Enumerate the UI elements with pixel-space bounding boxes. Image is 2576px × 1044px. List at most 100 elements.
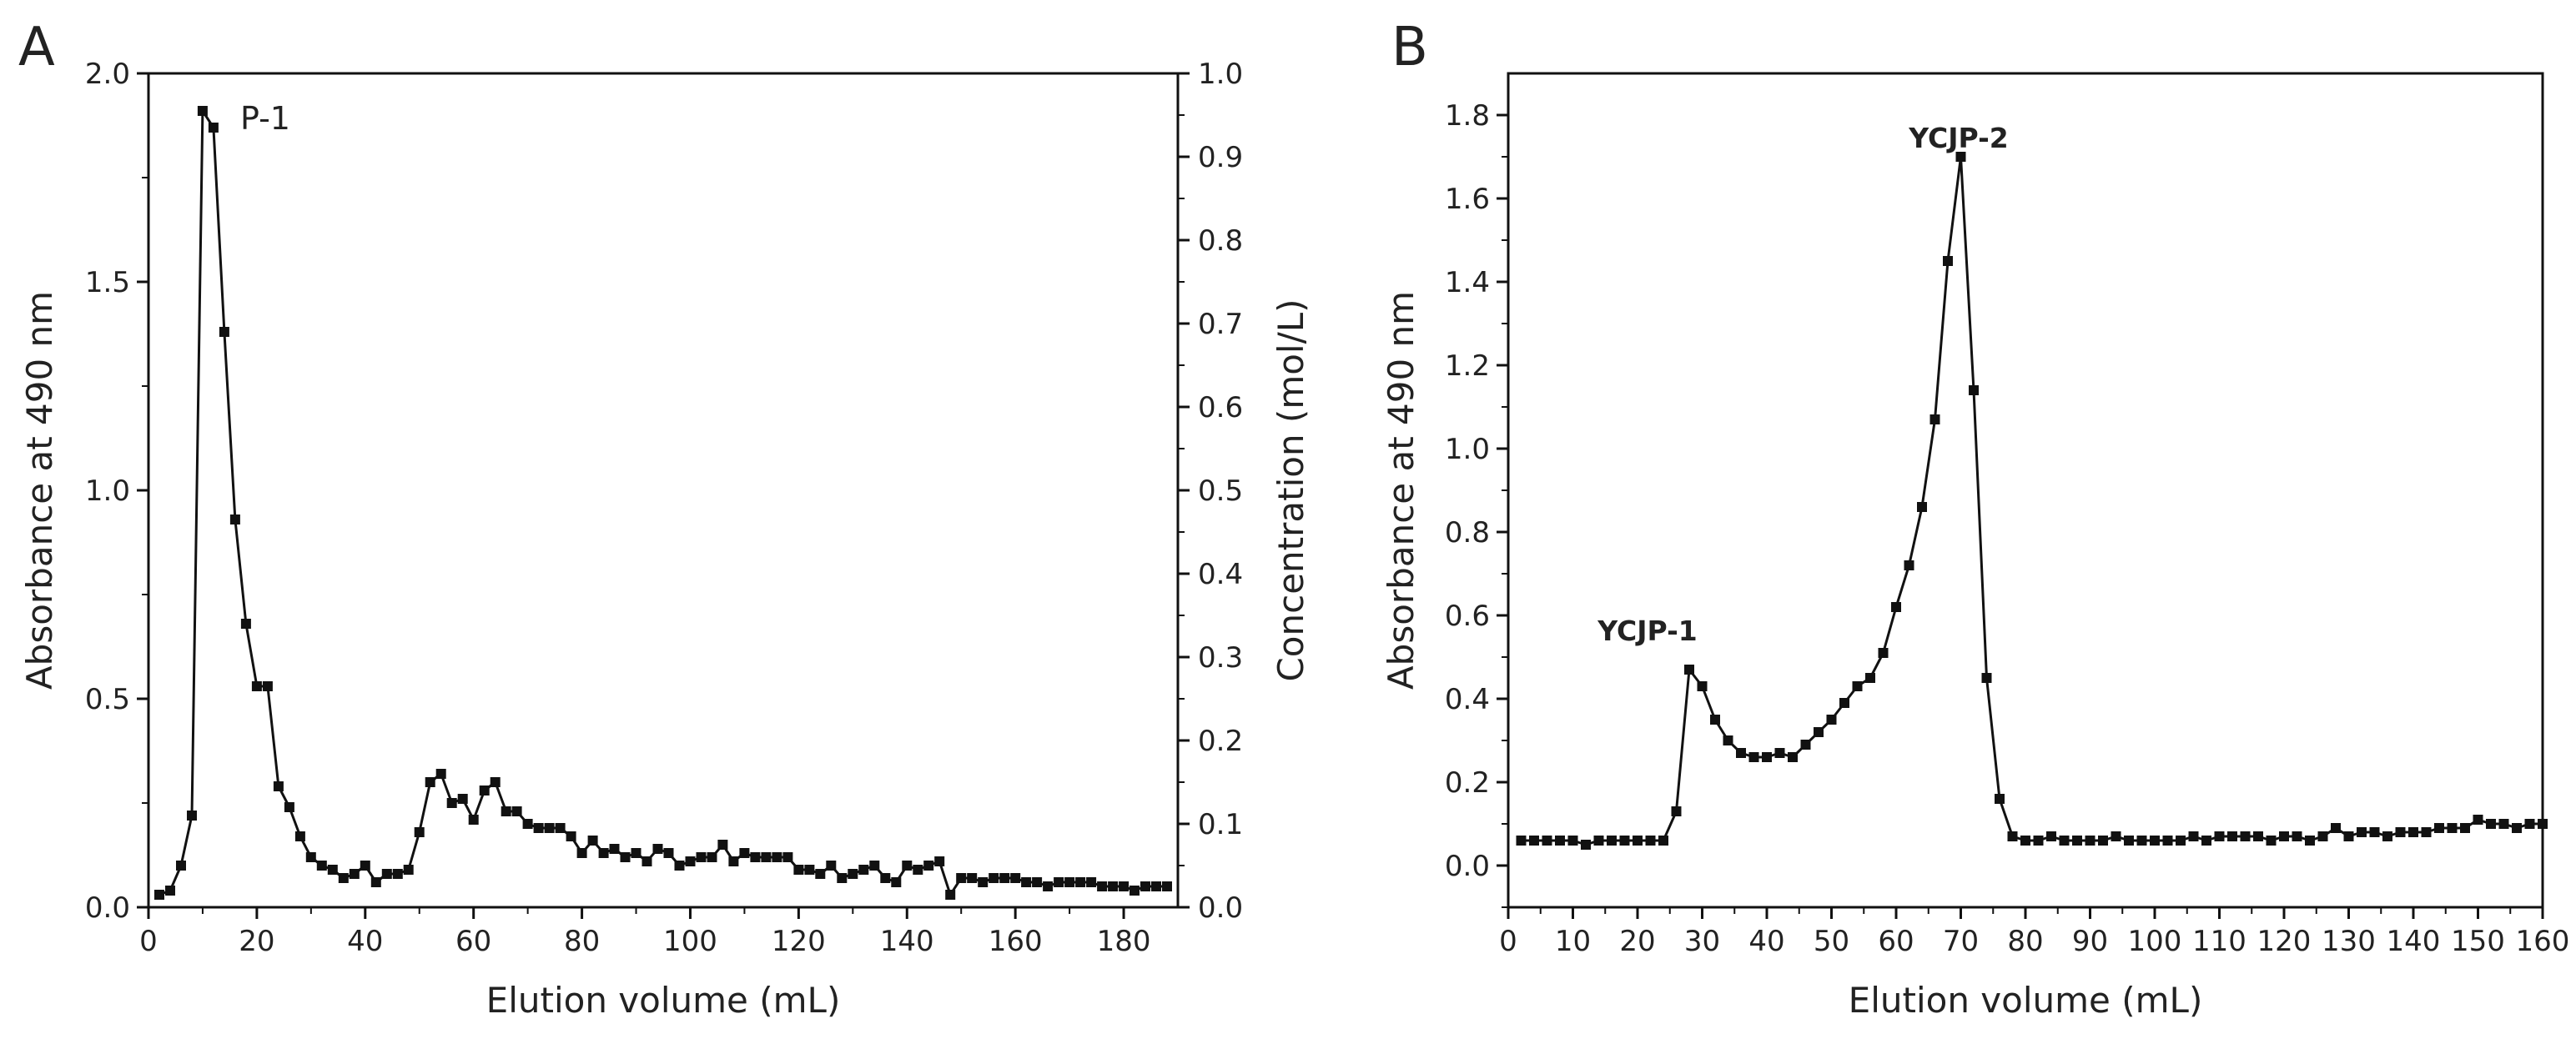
panel-b-data-points [1516, 152, 2548, 850]
panel-b-data-point [2059, 836, 2070, 846]
panel-b-x-tick-label: 0 [1499, 925, 1517, 958]
panel-b-data-point [2085, 836, 2096, 846]
panel-b-data-point [2007, 831, 2018, 841]
panel-b-data-point [2538, 819, 2548, 829]
panel-a-data-point [869, 861, 880, 871]
panel-a-data-point [1162, 881, 1172, 891]
panel-b-data-point [2369, 827, 2380, 837]
panel-b-x-tick-label: 160 [2516, 925, 2570, 958]
panel-a-y2-tick-label: 0.8 [1198, 224, 1243, 258]
panel-b-data-point [2421, 827, 2432, 837]
panel-a-data-point [923, 861, 934, 871]
panel-b-y-axis-title: Absorbance at 490 nm [1381, 291, 1421, 690]
panel-a-data-point [858, 865, 869, 875]
panel-a-data-point [945, 890, 956, 900]
panel-a-data-point [457, 794, 468, 804]
panel-a-data-point [251, 681, 262, 691]
panel-a-y-tick-label: 1.5 [85, 266, 130, 299]
panel-b-data-point [2434, 823, 2444, 833]
panel-b-y-tick-label: 1.0 [1445, 433, 1490, 466]
panel-b-data-point [1839, 698, 1849, 708]
panel-b-data-point [2227, 831, 2237, 841]
panel-a-data-point [425, 777, 435, 787]
panel-a-data-point [750, 852, 761, 862]
panel-b-x-tick-label: 120 [2257, 925, 2312, 958]
panel-a-data-point [631, 848, 641, 858]
panel-b-data-point [2124, 836, 2134, 846]
panel-a-data-point [837, 873, 848, 883]
panel-a-data-point [316, 861, 327, 871]
panel-a-x-axis-title: Elution volume (mL) [486, 980, 841, 1021]
panel-a-data-point [696, 852, 707, 862]
panel-a-data-point [208, 123, 219, 133]
panel-a-data-point [1119, 881, 1130, 891]
panel-a-data-point [934, 856, 945, 866]
panel-a-data-point [338, 873, 349, 883]
panel-b-chart: B 0 10 20 30 40 50 60 70 80 90 100 110 120 130 140 150 1… [1381, 17, 2569, 1021]
panel-a-chart: A 0 20 40 60 80 100 120 140 160 180 0.0 0.5 1.0 1.5 2.… [18, 17, 1311, 1021]
panel-a-x-tick-label: 100 [663, 925, 717, 958]
panel-b-x-tick-label: 10 [1555, 925, 1591, 958]
panel-a-data-point [490, 777, 501, 787]
panel-a-data-point [154, 890, 164, 900]
panel-b-data-point [1800, 740, 1811, 750]
panel-b-data-point [1852, 681, 1863, 691]
panel-a-data-point [522, 819, 533, 829]
panel-a-data-point [999, 873, 1010, 883]
panel-a-series-polyline [158, 109, 1167, 896]
panel-b-data-point [1865, 673, 1875, 683]
panel-a-y-axis-title: Absorbance at 490 nm [19, 291, 60, 690]
panel-b-data-point [1917, 502, 1927, 512]
panel-a-data-point [1140, 881, 1150, 891]
panel-b-plot-frame [1507, 72, 2544, 909]
panel-b-x-tick-label: 20 [1619, 925, 1655, 958]
panel-b-data-point [1567, 836, 1578, 846]
panel-a-data-point [913, 865, 923, 875]
panel-a-data-point [902, 861, 913, 871]
panel-a-data-point [262, 681, 273, 691]
panel-a-data-point [717, 840, 728, 850]
panel-a-data-point [544, 823, 555, 833]
panel-a-data-point [793, 865, 804, 875]
panel-a-y2-tick-label: 0.6 [1198, 391, 1243, 424]
panel-a-data-point [240, 619, 251, 629]
panel-a-plot-frame [147, 72, 1180, 909]
panel-b-data-point [2162, 836, 2173, 846]
panel-b-data-point [2201, 836, 2211, 846]
panel-a-data-point [446, 798, 457, 808]
panel-a-data-point [685, 856, 696, 866]
panel-a-data-point [219, 327, 229, 337]
panel-b-data-point [1774, 748, 1785, 758]
panel-a-data-point [967, 873, 978, 883]
panel-a-data-point [349, 869, 360, 879]
panel-b-x-axis-title: Elution volume (mL) [1849, 980, 2203, 1021]
panel-b-data-point [1671, 806, 1682, 816]
panel-a-data-point [848, 869, 858, 879]
panel-a-data-point [435, 769, 446, 779]
panel-b-x-tick-label: 130 [2322, 925, 2376, 958]
panel-b-data-point [1814, 727, 1824, 737]
panel-a-data-point [468, 815, 479, 825]
panel-b-data-point [2033, 836, 2044, 846]
panel-b-series-line [1521, 155, 2543, 846]
panel-a-data-point [826, 861, 837, 871]
panel-b-x-tick-label: 70 [1943, 925, 1979, 958]
panel-a-data-point [1032, 877, 1043, 887]
panel-a-data-point [403, 865, 414, 875]
panel-b-y-tick-label: 0.4 [1445, 683, 1490, 716]
panel-b-data-point [1891, 602, 1901, 612]
panel-a-y-tick-label: 1.0 [85, 474, 130, 508]
panel-b-data-point [2408, 827, 2418, 837]
panel-b-data-point [2176, 836, 2186, 846]
panel-b-data-point [1969, 385, 1979, 395]
panel-b-data-point [1555, 836, 1565, 846]
panel-b-data-point [2253, 831, 2263, 841]
panel-a-data-points [154, 106, 1172, 900]
panel-b-data-point [2447, 823, 2458, 833]
panel-b-data-point [1581, 840, 1591, 850]
panel-a-x-tick-label: 60 [455, 925, 491, 958]
panel-b-data-point [2046, 831, 2056, 841]
panel-a-data-point [576, 848, 587, 858]
panel-b-data-point [2266, 836, 2277, 846]
panel-b-data-point [2305, 836, 2315, 846]
